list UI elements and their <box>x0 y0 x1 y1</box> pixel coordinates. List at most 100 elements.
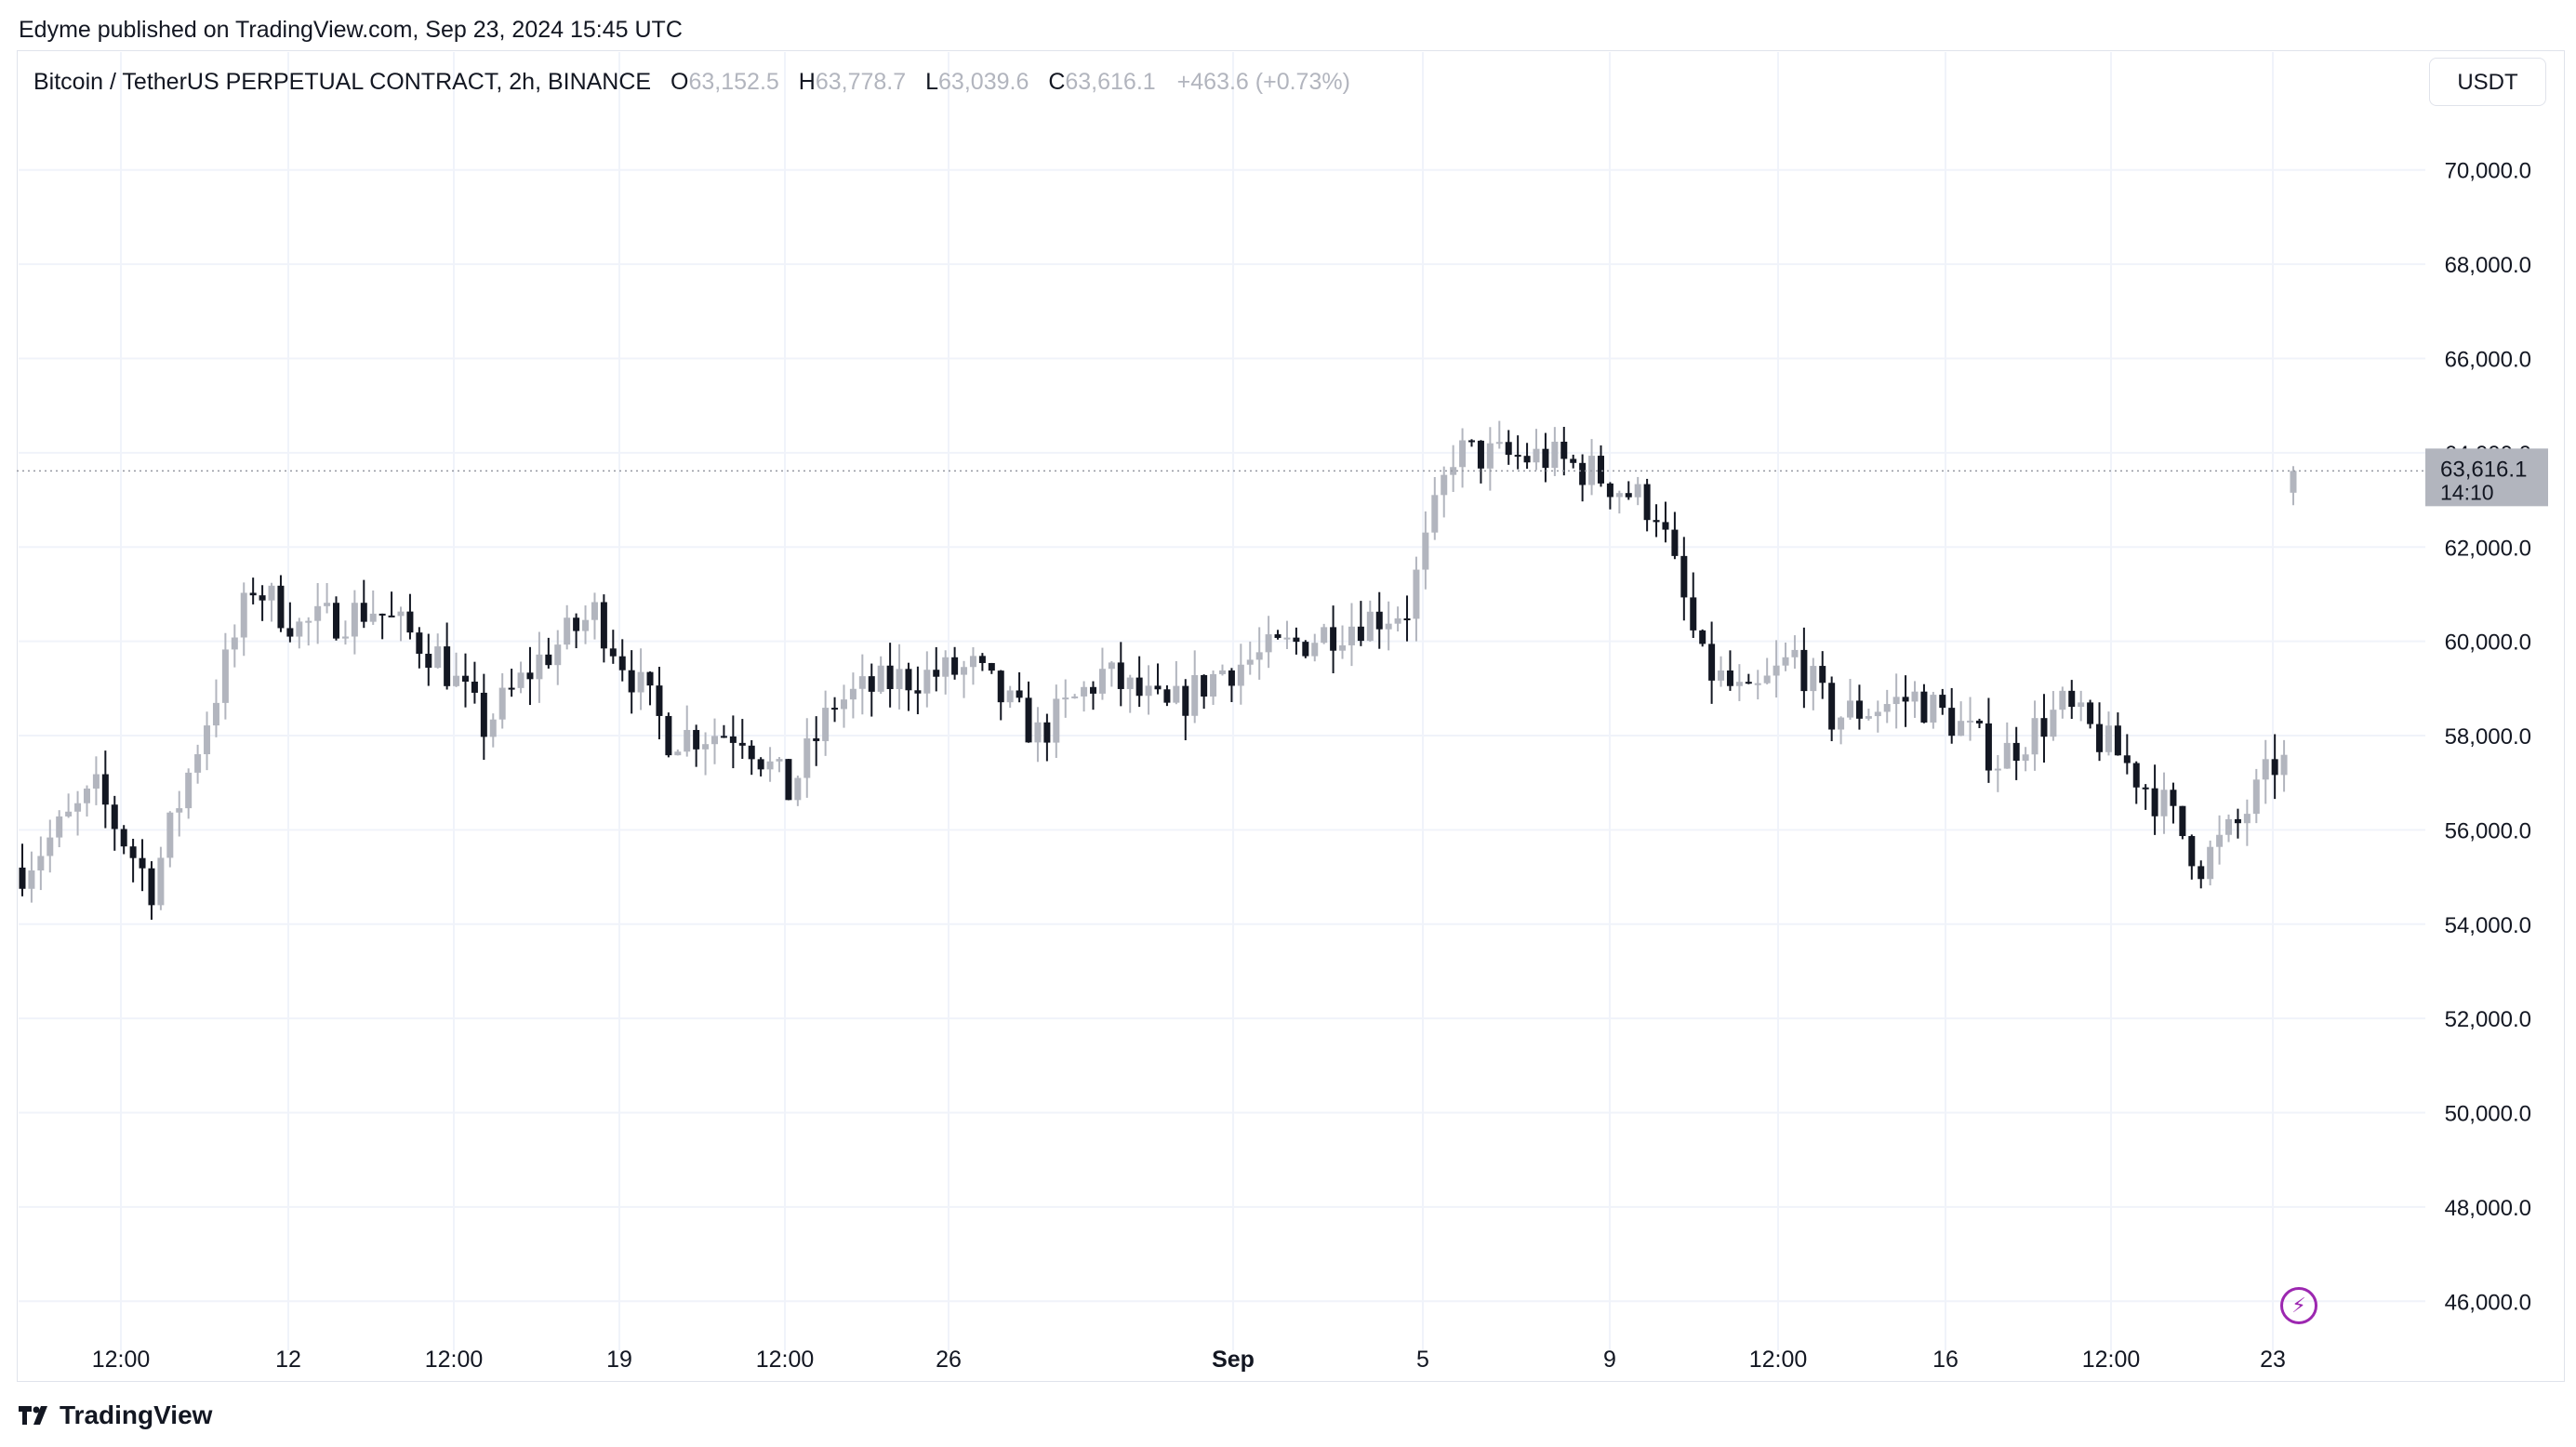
candle-body <box>2243 814 2251 824</box>
candle-body <box>711 736 719 745</box>
candle-body <box>1265 634 1272 653</box>
last-price-label: 63,616.1 <box>2440 457 2527 482</box>
candle-body <box>286 628 294 637</box>
candle-body <box>277 585 285 629</box>
candle-body <box>425 654 432 669</box>
tradingview-logo-icon <box>19 1406 47 1425</box>
candle-body <box>1034 722 1042 743</box>
publisher-line: Edyme published on TradingView.com, Sep … <box>19 17 683 43</box>
candle-body <box>360 603 367 622</box>
x-axis: 12:00 12 12:00 19 12:00 26 Sep 5 9 12:00 16 12:00 23 <box>92 1347 2286 1373</box>
candle-body <box>1606 483 1613 498</box>
low-label: L <box>925 69 939 95</box>
candle-body <box>19 867 26 889</box>
x-tick-label: 26 <box>936 1347 962 1373</box>
candle-body <box>1283 637 1291 640</box>
candle-body <box>1819 666 1826 684</box>
candle-body <box>776 759 783 762</box>
candle-body <box>2040 718 2048 737</box>
candle-body <box>83 788 90 803</box>
candle-body <box>665 715 672 756</box>
candle-body <box>646 671 654 686</box>
candle-body <box>573 617 580 631</box>
candle-body <box>240 592 247 638</box>
candle-body <box>1321 627 1328 644</box>
lightning-icon[interactable]: ⚡ <box>2280 1287 2317 1324</box>
candle-body <box>111 804 118 830</box>
candle-body <box>840 699 847 710</box>
candle-body <box>2188 836 2196 867</box>
candle-body <box>1855 700 1863 719</box>
candle-body <box>1791 649 1799 657</box>
candle-body <box>684 729 691 752</box>
footer-logo: TradingView <box>19 1401 212 1430</box>
candle-body <box>1800 649 1808 692</box>
candle-body <box>1690 597 1697 631</box>
close-label: C <box>1048 69 1066 95</box>
currency-button[interactable]: USDT <box>2429 58 2546 106</box>
candle-body <box>2003 742 2011 769</box>
candle-body <box>489 719 497 737</box>
candle-body <box>785 759 792 801</box>
candle-body <box>2123 755 2131 763</box>
candle-body <box>1071 696 1079 698</box>
candle-body <box>961 667 968 675</box>
candle-body <box>1930 695 1937 723</box>
candle-body <box>1523 456 1531 463</box>
candle-body <box>498 687 506 720</box>
candle-body <box>591 602 598 620</box>
candle-body <box>1560 441 1568 459</box>
y-tick-label: 46,000.0 <box>2445 1290 2531 1315</box>
candle-body <box>2087 702 2094 724</box>
candle-body <box>536 654 543 680</box>
candle-body <box>1865 716 1872 719</box>
candle-body <box>1228 670 1235 686</box>
candle-body <box>868 676 875 692</box>
candle-body <box>296 621 303 637</box>
candle-body <box>1708 644 1716 681</box>
countdown-label: 14:10 <box>2440 480 2494 504</box>
candle-body <box>1718 670 1725 681</box>
candle-body <box>341 636 349 639</box>
candle-body <box>1154 685 1162 690</box>
candle-body <box>1237 664 1244 686</box>
candle-body <box>1745 682 1752 684</box>
candle-body <box>1468 440 1476 443</box>
candle-body <box>1948 708 1956 737</box>
candle-body <box>1967 720 1974 723</box>
candle-body <box>1671 529 1679 556</box>
candle-body <box>2105 725 2112 752</box>
candle-body <box>2216 834 2224 847</box>
candle-body <box>1385 623 1392 630</box>
candle-body <box>1330 627 1337 651</box>
candle-body <box>333 603 340 639</box>
candle-body <box>609 648 617 657</box>
y-tick-label: 70,000.0 <box>2445 159 2531 184</box>
candle-body <box>1643 484 1651 521</box>
candle-body <box>204 725 211 755</box>
y-tick-label: 54,000.0 <box>2445 913 2531 938</box>
candle-body <box>480 692 487 737</box>
y-tick-label: 66,000.0 <box>2445 347 2531 372</box>
x-tick-label: 12:00 <box>2082 1347 2141 1373</box>
candle-body <box>1542 448 1549 469</box>
candle-body <box>978 656 986 663</box>
candle-body <box>1459 440 1467 468</box>
candle-body <box>397 611 405 617</box>
candle-body <box>416 632 423 655</box>
candle-body <box>2271 759 2278 776</box>
candle-body <box>2234 818 2241 824</box>
candle-body <box>1274 634 1281 638</box>
candle-body <box>1163 689 1171 703</box>
candle-body <box>951 657 959 675</box>
x-tick-label: 12:00 <box>1749 1347 1808 1373</box>
candle-body <box>1939 695 1946 709</box>
symbol-title[interactable]: Bitcoin / TetherUS PERPETUAL CONTRACT, 2… <box>33 69 652 95</box>
candle-body <box>1615 493 1623 498</box>
low-value: 63,039.6 <box>938 69 1029 95</box>
candle-body <box>444 646 451 686</box>
candle-body <box>1090 686 1097 694</box>
candle-body <box>914 690 922 694</box>
y-tick-label: 50,000.0 <box>2445 1102 2531 1127</box>
